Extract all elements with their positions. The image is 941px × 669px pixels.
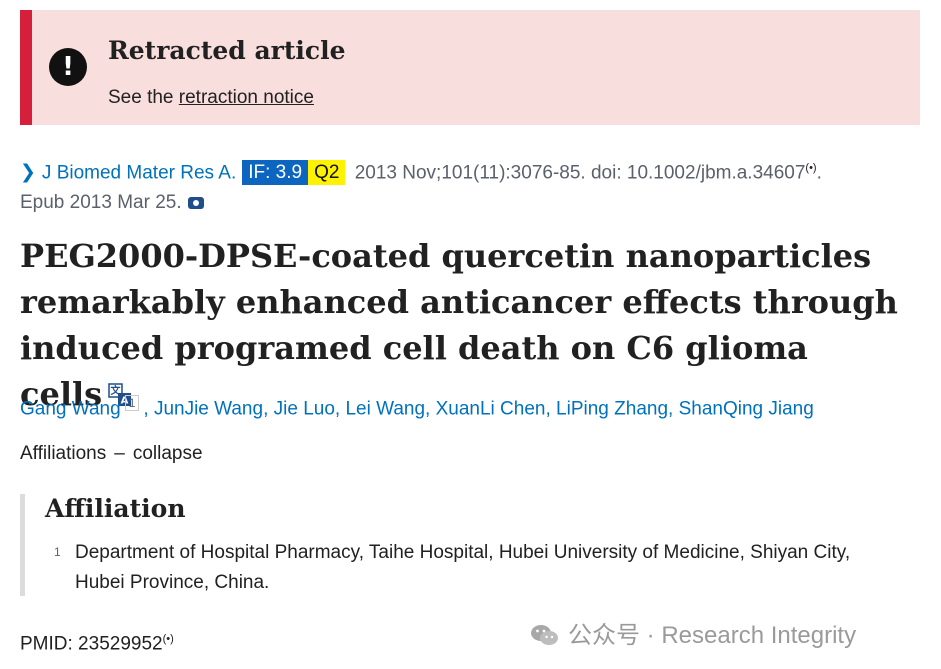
affiliation-text: Department of Hospital Pharmacy, Taihe H… [75,542,851,593]
article-title-text: PEG2000-DPSE-coated quercetin nanopartic… [20,237,898,413]
exclamation-icon: ! [49,48,87,86]
affiliation-heading: Affiliation [45,494,186,523]
quartile-badge: Q2 [308,160,346,186]
author-link[interactable]: XuanLi Chen [435,398,546,420]
author-link[interactable]: Gang Wang [20,398,121,420]
epub-date: Epub 2013 Mar 25. [20,192,182,214]
banner-subtitle: See the retraction notice [108,87,314,109]
affiliations-toggle[interactable]: Affiliations – collapse [20,443,203,465]
impact-factor-badge: IF: 3.9 [242,160,309,186]
collapse-button[interactable]: collapse [132,443,203,464]
speaker-icon[interactable]: (•) [162,633,174,645]
wechat-logo-icon [531,625,558,645]
affiliation-block: Affiliation 1 Department of Hospital Pha… [20,494,905,596]
watermark-text: 公众号 · Research Integrity [568,622,857,649]
affiliations-label: Affiliations [20,443,107,464]
toggle-dash: – [114,443,125,464]
author-link[interactable]: LiPing Zhang [556,398,669,420]
affiliation-ref[interactable]: 1 [124,395,140,411]
author-link[interactable]: ShanQing Jiang [678,398,814,420]
pmid-text: PMID: 23529952 [20,633,163,655]
citation-details: 2013 Nov;101(11):3076-85. doi: 10.1002/j… [349,162,806,184]
journal-link[interactable]: J Biomed Mater Res A. [41,162,237,184]
author-link[interactable]: Lei Wang [345,398,426,420]
retraction-banner: ! Retracted article See the retraction n… [20,10,920,125]
speaker-icon[interactable]: (•) [805,162,817,174]
article-title: PEG2000-DPSE-coated quercetin nanopartic… [20,233,900,417]
pmid: PMID: 23529952(•) [20,633,174,655]
banner-sub-prefix: See the [108,87,179,108]
translate-icon[interactable]: 文 A [108,383,132,407]
svg-text:文: 文 [111,384,122,397]
author-link[interactable]: JunJie Wang [153,398,264,420]
svg-text:A: A [121,396,129,407]
citation-line: ❯ J Biomed Mater Res A. IF: 3.9 Q2 2013 Nov… [20,153,930,218]
citation-suffix: . [816,162,822,184]
chevron-right-icon[interactable]: ❯ [20,162,36,184]
affiliation-number: 1 [54,545,61,559]
banner-title: Retracted article [108,36,346,65]
author-list: Gang Wang 1, JunJie Wang, Jie Luo, Lei Wa… [20,395,814,420]
camera-icon[interactable] [187,197,204,210]
watermark: 公众号 · Research Integrity [530,615,856,650]
retraction-notice-link[interactable]: retraction notice [178,87,314,108]
author-link[interactable]: Jie Luo [273,398,335,420]
